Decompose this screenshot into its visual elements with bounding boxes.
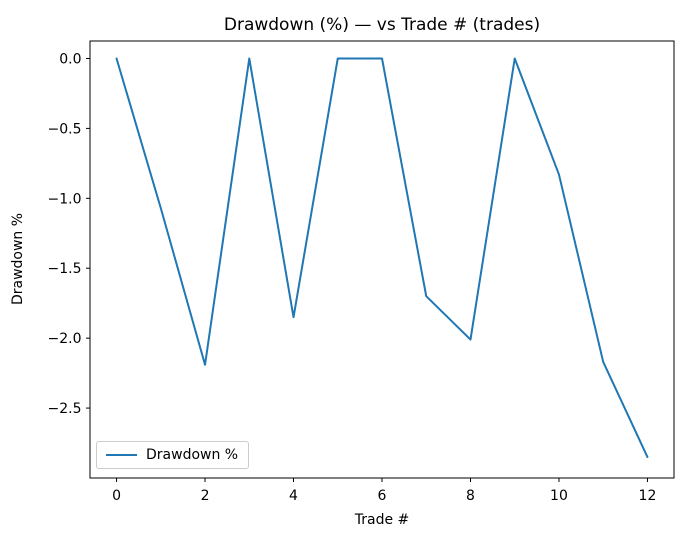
y-tick-label: 0.0 bbox=[59, 51, 81, 67]
legend: Drawdown % bbox=[96, 441, 250, 469]
x-tick-label: 0 bbox=[112, 488, 121, 504]
y-tick-label: −1.0 bbox=[48, 191, 82, 207]
y-tick-label: −1.5 bbox=[48, 261, 82, 277]
x-tick-label: 8 bbox=[466, 488, 475, 504]
x-axis-label: Trade # bbox=[354, 512, 410, 528]
axes-frame bbox=[89, 40, 675, 479]
x-tick-label: 10 bbox=[550, 488, 568, 504]
legend-label: Drawdown % bbox=[146, 447, 239, 463]
x-tick-label: 2 bbox=[201, 488, 210, 504]
x-tick-label: 12 bbox=[639, 488, 657, 504]
x-tick-label: 6 bbox=[378, 488, 387, 504]
y-tick-label: −2.0 bbox=[48, 331, 82, 347]
legend-line-sample bbox=[106, 454, 137, 456]
drawdown-line bbox=[115, 57, 649, 459]
y-axis-label: Drawdown % bbox=[10, 213, 26, 305]
y-tick-label: −0.5 bbox=[48, 121, 82, 137]
chart-title: Drawdown (%) — vs Trade # (trades) bbox=[224, 15, 540, 35]
y-tick-label: −2.5 bbox=[48, 401, 82, 417]
x-tick-label: 4 bbox=[289, 488, 298, 504]
axes-layer: 0 2 4 6 8 10 12 0.0 −0.5 −1.0 −1.5 −2.0 −2.5 bbox=[48, 40, 675, 504]
